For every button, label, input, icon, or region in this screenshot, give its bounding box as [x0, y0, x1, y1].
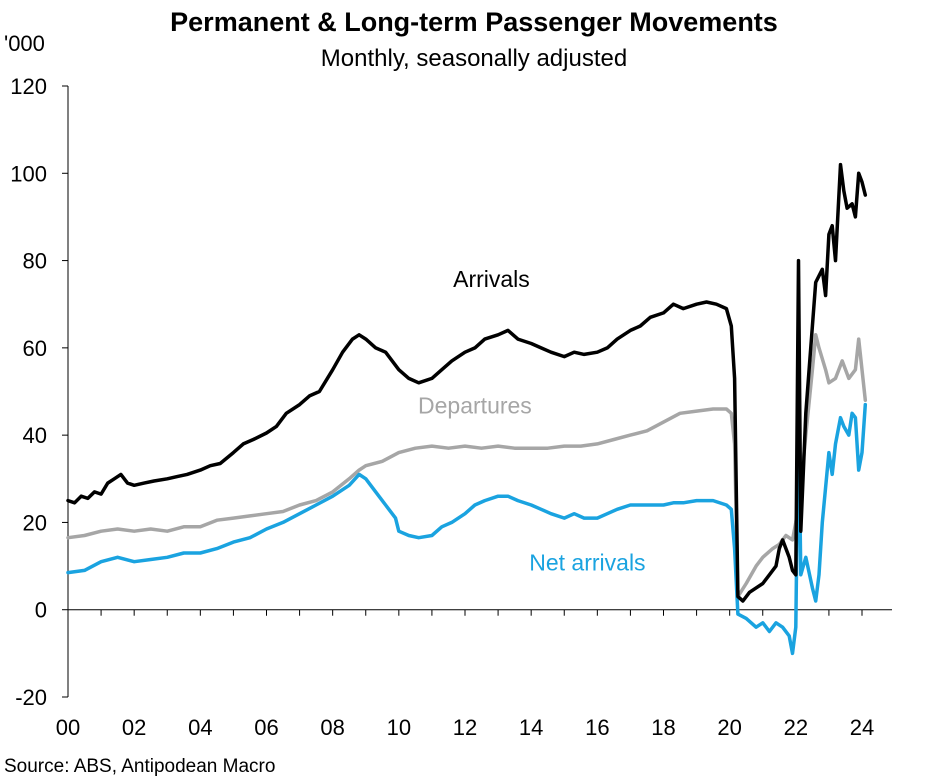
x-tick-label: 22 — [784, 715, 808, 740]
series-label-departures: Departures — [418, 392, 532, 418]
x-tick-label: 06 — [254, 715, 278, 740]
y-tick-label: 100 — [10, 161, 47, 186]
x-tick-label: 16 — [585, 715, 609, 740]
x-tick-label: 24 — [850, 715, 874, 740]
x-tick-label: 20 — [717, 715, 741, 740]
y-axis: -20 0 20 40 60 80 100 120 — [10, 74, 69, 710]
y-axis-unit: '000 — [4, 31, 45, 56]
x-tick-label: 04 — [188, 715, 212, 740]
series-line-arrivals — [66, 162, 868, 603]
x-axis: 00 02 04 06 08 10 12 14 16 18 20 22 24 — [56, 609, 892, 740]
series-line-net-arrivals — [66, 402, 868, 656]
y-tick-label: -20 — [15, 685, 47, 710]
x-tick-label: 00 — [56, 715, 80, 740]
source-note: Source: ABS, Antipodean Macro — [4, 756, 275, 777]
x-tick-label: 18 — [651, 715, 675, 740]
x-tick-label: 08 — [320, 715, 344, 740]
series-label-net-arrivals: Net arrivals — [529, 549, 645, 575]
series-label-arrivals: Arrivals — [453, 266, 530, 292]
y-tick-label: 20 — [23, 510, 47, 535]
chart-title: Permanent & Long-term Passenger Movement… — [170, 7, 778, 37]
series-layer — [66, 162, 868, 656]
y-tick-label: 80 — [23, 249, 47, 274]
x-tick-label: 12 — [453, 715, 477, 740]
x-tick-label: 02 — [122, 715, 146, 740]
x-tick-label: 10 — [387, 715, 411, 740]
x-tick-label: 14 — [519, 715, 543, 740]
series-line-departures — [66, 333, 868, 599]
y-tick-label: 120 — [10, 74, 47, 99]
chart-subtitle: Monthly, seasonally adjusted — [321, 45, 627, 72]
y-tick-label: 60 — [23, 336, 47, 361]
y-tick-label: 40 — [23, 423, 47, 448]
y-tick-label: 0 — [35, 598, 47, 623]
